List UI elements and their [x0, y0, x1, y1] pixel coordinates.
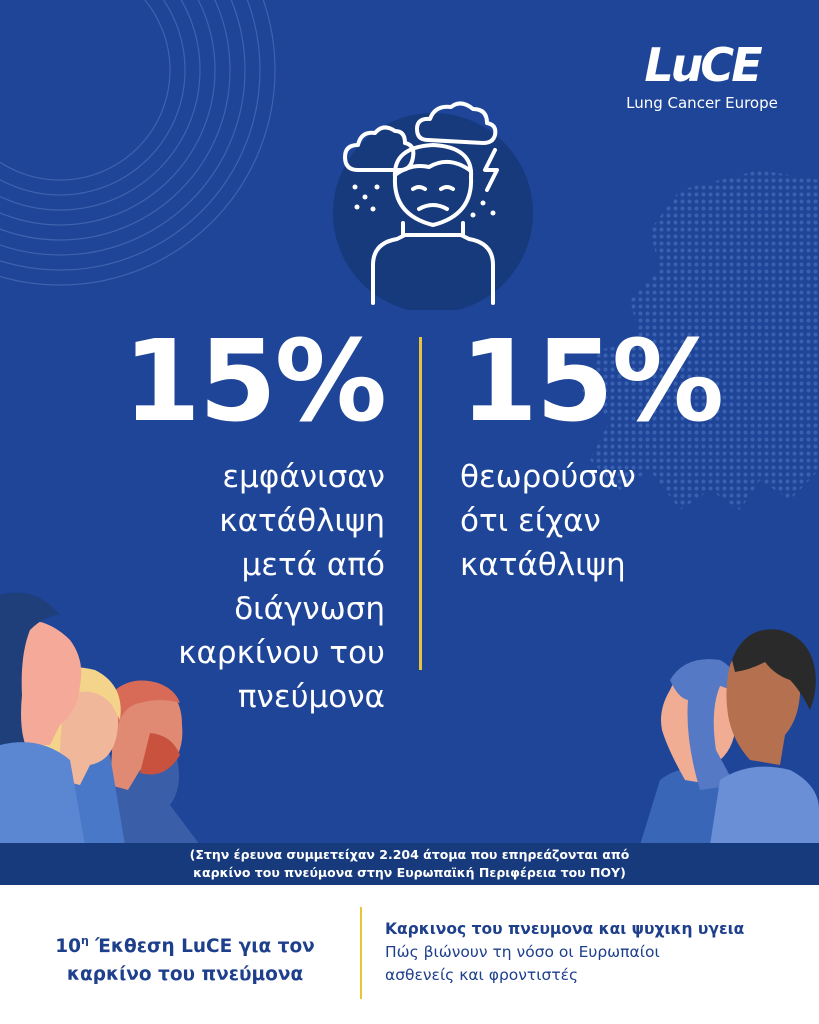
europe-dotted-map: [580, 170, 819, 510]
logo-mark: LuCE: [644, 38, 762, 92]
subtitle-line: Πώς βιώνουν τη νόσο οι Ευρωπαίοι: [385, 943, 660, 961]
report-number: 10: [55, 936, 81, 957]
logo-name: Lung Cancer Europe: [626, 94, 778, 112]
stat-line: κατάθλιψη: [460, 547, 626, 583]
stat-value: 15%: [122, 317, 387, 447]
report-title: 10η Έκθεση LuCE για τον καρκίνο του πνεύ…: [40, 927, 330, 989]
report-subtitle: Καρκινος του πνευμονα και ψυχικη υγεια Π…: [385, 917, 805, 987]
report-ordinal: η: [80, 934, 89, 947]
stat-line: πνεύμονα: [237, 679, 385, 715]
subtitle-heading: Καρκινος του πνευμονα και ψυχικη υγεια: [385, 920, 745, 938]
luce-logo: LuCE Lung Cancer Europe: [612, 40, 792, 112]
footnote-line: (Στην έρευνα συμμετείχαν 2.204 άτομα που…: [189, 847, 630, 862]
stat-divider: [419, 337, 422, 670]
stat-depression-after-diagnosis: 15% εμφάνισαν κατάθλιψη μετά από διάγνωσ…: [100, 317, 387, 719]
report-title-line: καρκίνο του πνεύμονα: [66, 964, 304, 985]
report-footer: 10η Έκθεση LuCE για τον καρκίνο του πνεύ…: [0, 885, 819, 1024]
stat-line: καρκίνου του: [178, 635, 385, 671]
stat-line: θεωρούσαν: [460, 459, 636, 495]
people-illustration-left: [0, 592, 200, 845]
stat-value: 15%: [460, 317, 724, 447]
infographic-poster: LuCE Lung Cancer Europe 15% εμφάνισαν κα…: [0, 0, 819, 885]
stat-line: διάγνωση: [234, 591, 385, 627]
subtitle-line: ασθενείς και φροντιστές: [385, 966, 579, 984]
depressed-person-under-storm-cloud-icon: [333, 101, 533, 310]
stat-believed-depression: 15% θεωρούσαν ότι είχαν κατάθλιψη: [460, 325, 760, 587]
survey-footnote: (Στην έρευνα συμμετείχαν 2.204 άτομα που…: [0, 843, 819, 885]
stat-line: κατάθλιψη: [219, 503, 385, 539]
stat-line: μετά από: [241, 547, 386, 583]
report-title-rest: Έκθεση LuCE για τον: [88, 936, 315, 957]
report-title-line: 10η Έκθεση LuCE για τον: [40, 927, 330, 961]
decorative-arcs: [0, 0, 276, 286]
people-illustration-right: [640, 629, 819, 845]
stat-line: ότι είχαν: [460, 503, 601, 539]
footer-divider: [360, 907, 362, 999]
stat-line: εμφάνισαν: [222, 459, 385, 495]
footnote-line: καρκίνο του πνεύμονα στην Ευρωπαϊκή Περι…: [193, 865, 626, 880]
stat-description: εμφάνισαν κατάθλιψη μετά από διάγνωση κα…: [100, 455, 385, 719]
stat-description: θεωρούσαν ότι είχαν κατάθλιψη: [460, 455, 760, 587]
